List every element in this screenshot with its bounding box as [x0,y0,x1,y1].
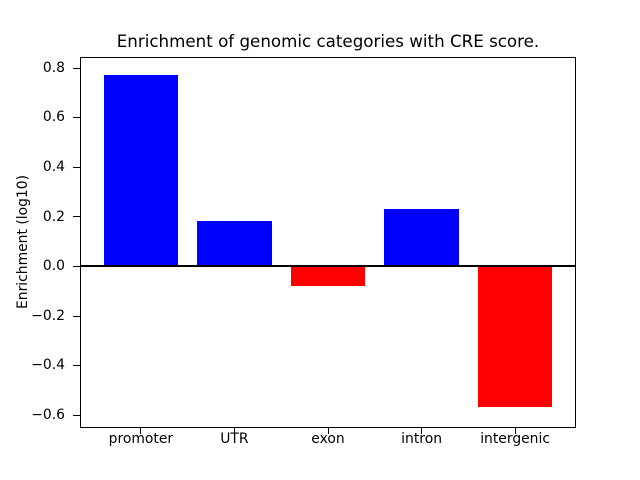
bar-intergenic [477,266,553,408]
y-tick-label: 0.2 [42,208,65,225]
y-tick [73,216,80,217]
bar-UTR [197,221,272,266]
y-tick [73,266,80,267]
plot-area [80,57,576,428]
x-tick-label-exon: exon [311,431,345,447]
y-tick [73,365,80,366]
y-tick [73,415,80,416]
y-tick-label: 0.4 [42,159,65,175]
bar-intron [384,209,459,267]
x-tick [514,428,516,434]
y-axis-label: Enrichment (log10) [15,174,31,310]
y-tick-label: 0.8 [42,59,65,76]
y-tick-label: 0.6 [42,109,65,126]
y-tick [73,117,80,118]
y-tick-label: 0.0 [42,258,65,274]
x-tick-label-promoter: promoter [108,431,174,447]
y-tick [73,316,80,317]
y-tick-label: −0.2 [31,307,65,324]
x-tick-label-intergenic: intergenic [480,431,550,447]
y-tick-label: −0.4 [31,357,65,374]
zero-line [81,265,575,267]
y-tick-label: −0.6 [31,406,65,423]
bar-exon [290,266,366,286]
x-tick [140,428,142,434]
y-tick [73,167,80,168]
x-tick-label-intron: intron [401,431,443,447]
x-tick-label-UTR: UTR [220,431,249,447]
x-tick [233,428,235,434]
x-tick [421,428,423,434]
x-tick [327,428,329,434]
y-tick [73,68,80,69]
chart-title: Enrichment of genomic categories with CR… [116,31,540,51]
bar-promoter [103,75,179,266]
